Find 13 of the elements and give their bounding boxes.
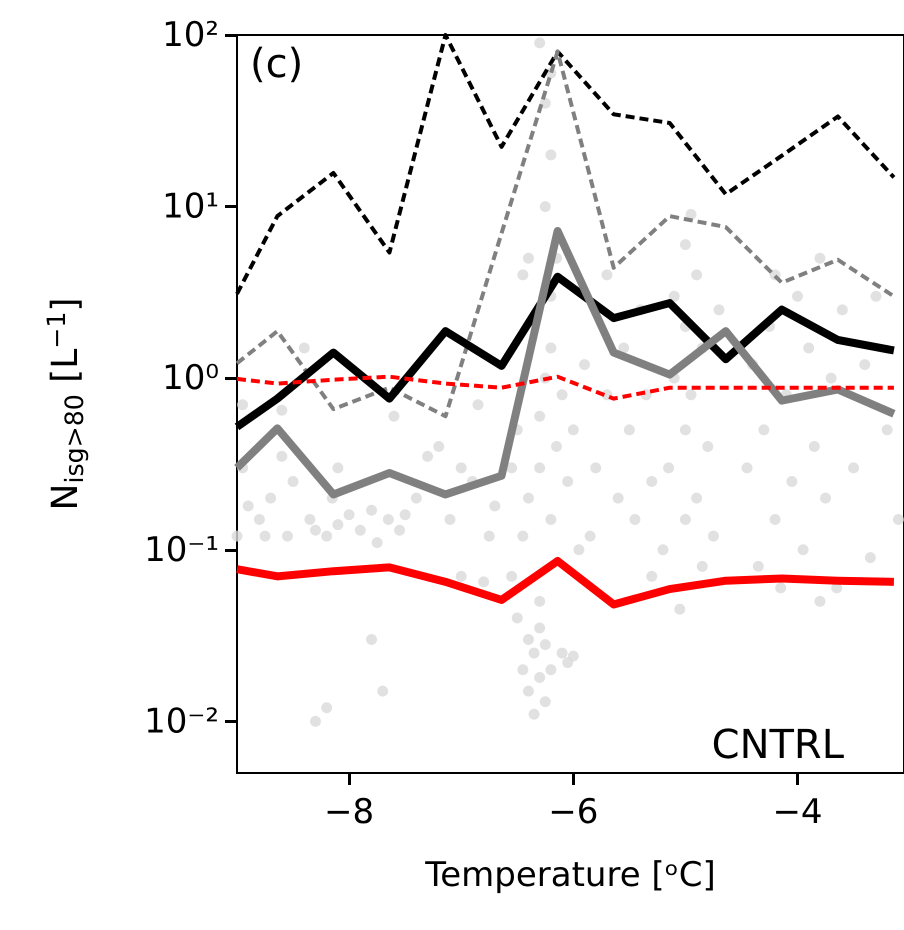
y-tick-label: 10¹ [162,186,219,227]
y-tick-label: 10⁰ [162,358,219,398]
x-tick-label: −8 [324,792,374,832]
line-series [235,374,896,401]
y-tick-label: 10⁻² [144,701,219,742]
annotation: (c) [250,41,304,87]
x-tick-label: −6 [548,792,598,832]
annotation: CNTRL [712,722,845,768]
x-axis-title: Temperature [ᵒC] [424,855,716,895]
y-tick-label: 10² [162,15,219,55]
x-tick-label: −4 [772,792,823,832]
y-axis-title: Nisg>80 [L−1] [42,298,89,510]
y-tick-label: 10⁻¹ [144,530,219,570]
